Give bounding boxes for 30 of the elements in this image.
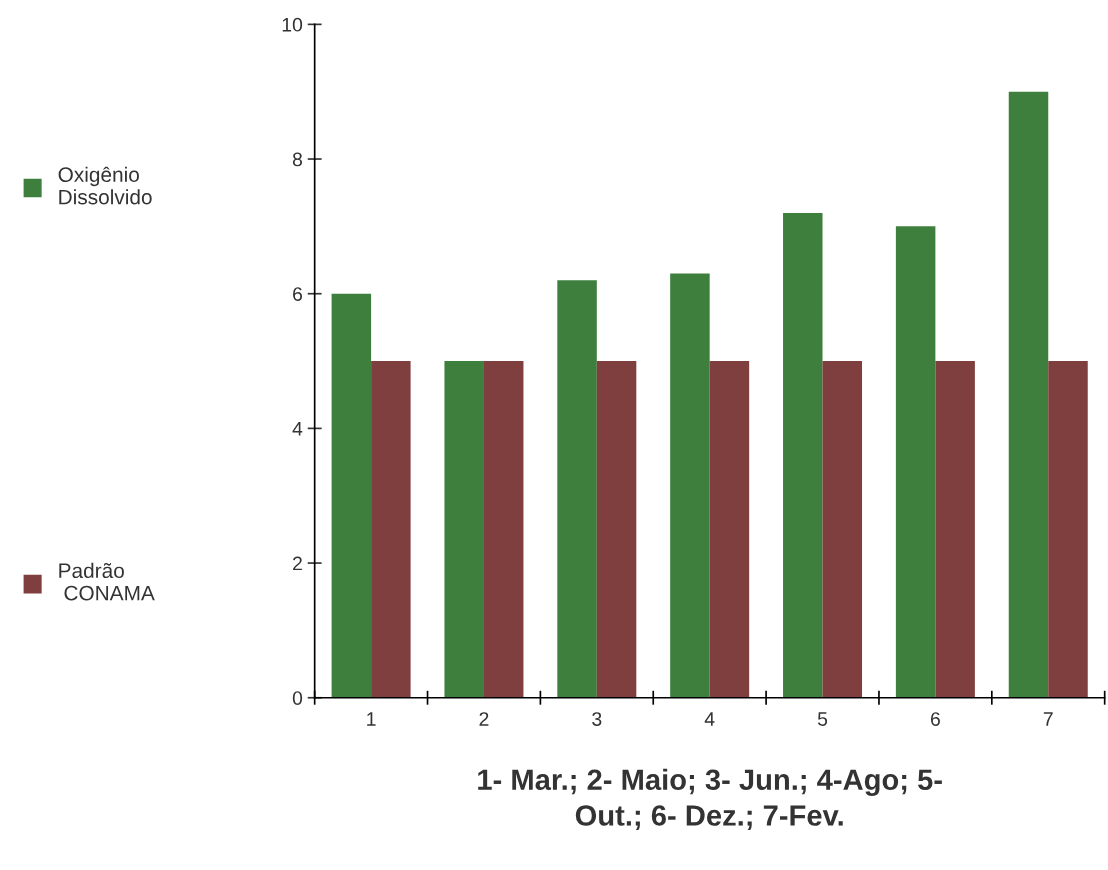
y-tick-label: 10	[282, 17, 303, 32]
x-tick-label: 2	[479, 712, 489, 726]
x-tick-label: 4	[704, 712, 715, 726]
bar	[331, 293, 372, 698]
bar	[783, 212, 823, 698]
bar	[557, 280, 597, 698]
x-tick-label: 1	[367, 712, 376, 726]
y-tick-label: 2	[293, 556, 302, 571]
x-tick-label: 6	[930, 712, 940, 726]
bar	[371, 361, 411, 698]
bar	[670, 273, 710, 698]
bar	[444, 361, 484, 698]
bar	[1048, 361, 1088, 698]
y-tick-label: 0	[292, 691, 303, 705]
bar	[822, 361, 863, 698]
y-tick-label: 4	[292, 422, 303, 436]
bar	[895, 226, 936, 698]
legend-label: Padrão CONAMA	[59, 562, 155, 601]
bar	[483, 361, 524, 698]
y-tick-label: 6	[293, 287, 303, 301]
x-tick-label: 5	[817, 712, 828, 726]
bar	[596, 361, 637, 698]
x-tick-label: 7	[1043, 712, 1053, 726]
x-tick-label: 3	[592, 712, 602, 726]
bar	[935, 361, 975, 698]
y-tick-label: 8	[292, 152, 303, 167]
legend-label: Oxigênio Dissolvido	[58, 166, 152, 205]
x-axis-title: 1- Mar.; 2- Maio; 3- Jun.; 4-Ago; 5- Out.; 6- Dez.; 7-Fev.	[478, 768, 942, 831]
bar	[709, 361, 750, 698]
bar	[1008, 91, 1049, 698]
